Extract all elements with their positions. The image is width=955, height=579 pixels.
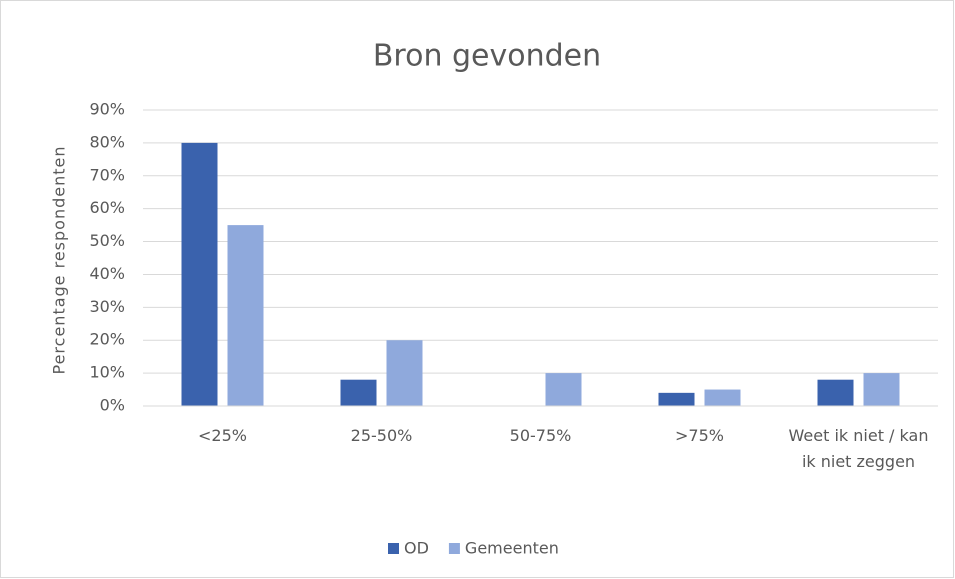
y-tick-label: 0%: [100, 396, 125, 415]
bar: [863, 373, 900, 406]
bar: [817, 379, 854, 406]
y-tick-label: 90%: [89, 100, 125, 119]
y-axis-title: Percentage respondenten: [50, 146, 69, 375]
bar: [386, 340, 423, 406]
legend-swatch: [388, 543, 399, 554]
y-tick-label: 80%: [89, 132, 125, 151]
chart-title: Bron gevonden: [373, 39, 601, 74]
y-tick-label: 60%: [89, 198, 125, 217]
bar: [340, 379, 377, 406]
y-tick-label: 70%: [89, 165, 125, 184]
legend-label: OD: [404, 539, 429, 558]
x-tick-label: 50-75%: [509, 426, 572, 445]
bar: [704, 389, 741, 406]
legend-swatch: [448, 543, 460, 554]
y-tick-label: 40%: [89, 264, 125, 283]
y-tick-label: 50%: [89, 231, 125, 250]
x-tick-label: >75%: [675, 426, 724, 445]
x-tick-label: <25%: [198, 426, 247, 445]
y-tick-label: 30%: [89, 297, 125, 316]
bar: [658, 392, 695, 406]
x-tick-label: 25-50%: [350, 426, 413, 445]
bar: [545, 373, 582, 406]
legend-label: Gemeenten: [465, 539, 559, 558]
y-tick-label: 20%: [89, 330, 125, 349]
y-tick-label: 10%: [89, 363, 125, 382]
x-tick-label: Weet ik niet / kan ik niet zeggen: [788, 426, 929, 471]
bar: [181, 142, 218, 406]
bar: [227, 225, 264, 406]
